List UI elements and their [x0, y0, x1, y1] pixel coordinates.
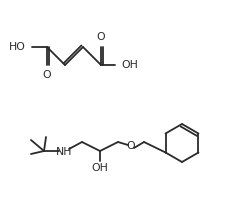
Text: O: O	[43, 70, 51, 80]
Text: O: O	[96, 32, 105, 42]
Text: OH: OH	[120, 60, 137, 70]
Text: NH: NH	[55, 147, 72, 157]
Text: HO: HO	[9, 42, 26, 52]
Text: O: O	[126, 141, 135, 151]
Text: OH: OH	[91, 163, 108, 173]
